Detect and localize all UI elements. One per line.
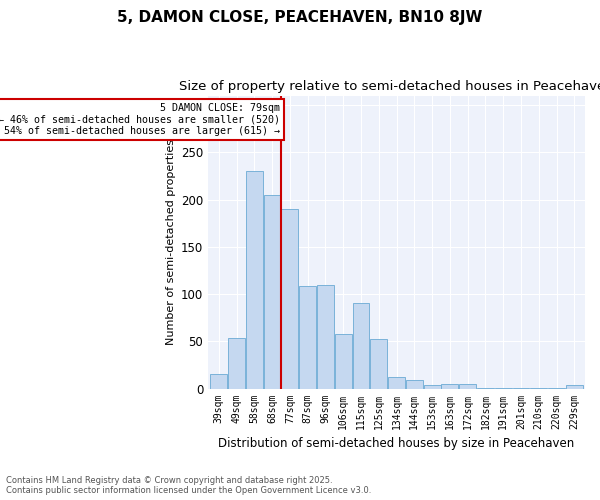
Title: Size of property relative to semi-detached houses in Peacehaven: Size of property relative to semi-detach… <box>179 80 600 93</box>
Bar <box>459 384 476 388</box>
Bar <box>281 209 298 388</box>
Bar <box>211 374 227 388</box>
Text: 5 DAMON CLOSE: 79sqm
← 46% of semi-detached houses are smaller (520)
54% of semi: 5 DAMON CLOSE: 79sqm ← 46% of semi-detac… <box>0 103 280 136</box>
Bar <box>228 338 245 388</box>
Bar <box>442 384 458 388</box>
Bar <box>406 380 423 388</box>
Bar <box>566 385 583 388</box>
Bar <box>317 284 334 389</box>
Bar <box>246 171 263 388</box>
Bar <box>424 385 440 388</box>
Bar <box>370 340 387 388</box>
Bar <box>299 286 316 388</box>
Text: 5, DAMON CLOSE, PEACEHAVEN, BN10 8JW: 5, DAMON CLOSE, PEACEHAVEN, BN10 8JW <box>118 10 482 25</box>
Bar <box>335 334 352 388</box>
Text: Contains HM Land Registry data © Crown copyright and database right 2025.
Contai: Contains HM Land Registry data © Crown c… <box>6 476 371 495</box>
Bar <box>353 304 370 388</box>
Bar <box>264 195 281 388</box>
Bar <box>388 377 405 388</box>
X-axis label: Distribution of semi-detached houses by size in Peacehaven: Distribution of semi-detached houses by … <box>218 437 575 450</box>
Y-axis label: Number of semi-detached properties: Number of semi-detached properties <box>166 139 176 345</box>
